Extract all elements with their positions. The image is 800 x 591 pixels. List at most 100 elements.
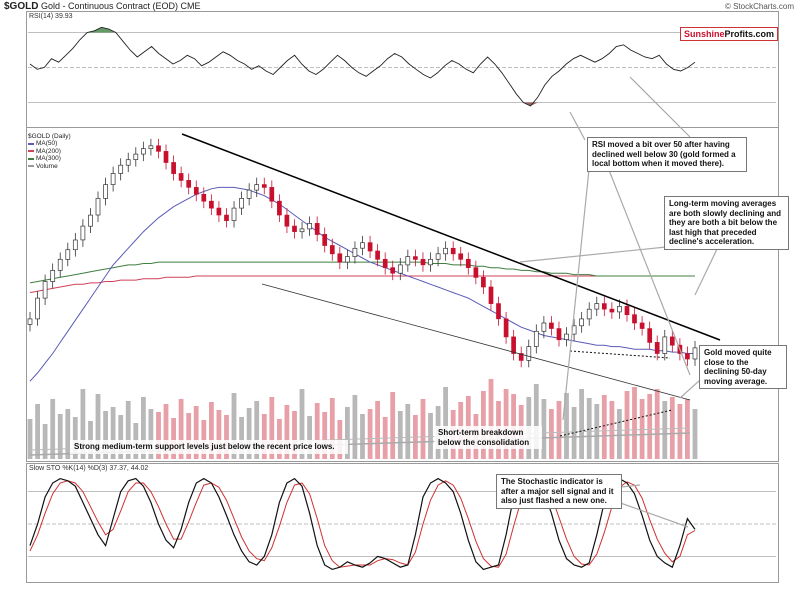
sto-k-line (29, 474, 696, 571)
candle-body (103, 184, 108, 199)
volume-bar (163, 404, 169, 459)
candle-body (549, 322, 554, 329)
volume-bar (307, 416, 312, 459)
candle-body (382, 258, 388, 268)
rsi-overbought-fill (30, 27, 695, 33)
candle-body (35, 297, 40, 320)
candle-body (564, 333, 569, 340)
volume-bar (564, 393, 569, 459)
volume-bar (261, 414, 267, 459)
candle-body (95, 198, 101, 216)
candle-body (50, 270, 56, 282)
volume-bar (277, 419, 282, 459)
candle-body (397, 264, 403, 274)
candle-body (345, 256, 350, 263)
candle-body (110, 173, 116, 185)
volume-bar (367, 409, 373, 459)
candle-body (178, 173, 184, 181)
volume-bar (405, 404, 411, 459)
candle-body (72, 239, 78, 251)
volume-bar (65, 409, 71, 459)
volume-bar (178, 399, 184, 459)
volume-bar (103, 411, 108, 459)
volume-bar (390, 392, 396, 459)
volume-bar (352, 395, 358, 459)
candle-body (367, 242, 373, 252)
trendline-channel-lower (261, 283, 691, 401)
pointer-ma50 (679, 379, 701, 399)
candle-body (352, 247, 358, 257)
candle-body (481, 276, 486, 288)
candle-body (443, 247, 448, 255)
volume-bar (201, 420, 207, 459)
volume-bar (50, 399, 56, 459)
volume-bar (571, 407, 577, 459)
pointer-rsi-top (604, 159, 691, 376)
volume-bar (662, 401, 668, 459)
volume-bar (420, 399, 426, 459)
volume-bar (80, 389, 86, 459)
annotation-breakdown: Short-term breakdown below the consolida… (434, 426, 542, 449)
candle-body (186, 180, 192, 188)
candle-body (473, 267, 479, 278)
volume-bar (110, 407, 116, 459)
pointer-sto-new (611, 499, 689, 528)
volume-bar (231, 393, 237, 459)
volume-bar (141, 397, 146, 459)
volume-bar (360, 414, 365, 459)
candle-body (428, 258, 433, 266)
pointer-rsi-peak (629, 76, 691, 138)
volume-bar (624, 391, 630, 459)
candle-body (209, 200, 214, 209)
candle-body (488, 286, 494, 304)
rsi-panel (26, 11, 779, 128)
sto-label: Slow STO %K(14) %D(3) 37.37, 44.02 (29, 465, 149, 472)
chart-header: $GOLD Gold - Continuous Contract (EOD) C… (4, 1, 201, 12)
volume-bar (541, 399, 547, 459)
ma300-line (29, 261, 695, 284)
volume-bar (692, 409, 698, 459)
candle-body (246, 189, 252, 199)
candle-body (692, 347, 698, 360)
volume-bar (488, 379, 494, 459)
candle-body (201, 193, 207, 202)
candle-body (465, 258, 471, 268)
volume-bar (345, 407, 350, 459)
candle-body (133, 153, 139, 160)
annotation-rsi: RSI moved a bit over 50 after having dec… (587, 137, 747, 172)
candle-body (617, 306, 622, 313)
volume-bar (322, 412, 328, 459)
candle-body (27, 318, 33, 325)
legend-item-volume: Volume (28, 163, 71, 170)
legend-title: $GOLD (Daily) (28, 133, 71, 140)
volume-bar (156, 412, 161, 459)
legend-item-ma50: MA(50) (28, 140, 71, 147)
candle-body (307, 223, 312, 230)
candle-body (639, 322, 645, 329)
consolidation-bottom (559, 409, 673, 437)
candle-body (390, 267, 396, 274)
candle-body (541, 322, 547, 332)
volume-bar (292, 411, 297, 459)
symbol-label: $GOLD (4, 1, 39, 12)
candle-body (163, 151, 169, 163)
candle-body (156, 145, 161, 152)
brand-logo: SunshineProfits.com (680, 27, 779, 41)
rsi-label: RSI(14) 39.93 (29, 13, 73, 20)
volume-bar (246, 408, 252, 459)
volume-bar (685, 399, 690, 459)
candle-body (526, 346, 532, 361)
volume-bar (503, 389, 509, 459)
candle-body (654, 342, 660, 354)
volume-bar (209, 402, 214, 459)
volume-bar (95, 394, 101, 459)
volume-bar (57, 414, 63, 459)
volume-bar (609, 401, 615, 459)
price-legend: $GOLD (Daily) MA(50) MA(200) MA(300) Vol… (28, 133, 71, 170)
volume-bar (443, 387, 448, 459)
candle-body (261, 184, 267, 188)
candle-body (224, 214, 229, 221)
volume-bar (299, 389, 305, 459)
candle-body (594, 303, 600, 310)
